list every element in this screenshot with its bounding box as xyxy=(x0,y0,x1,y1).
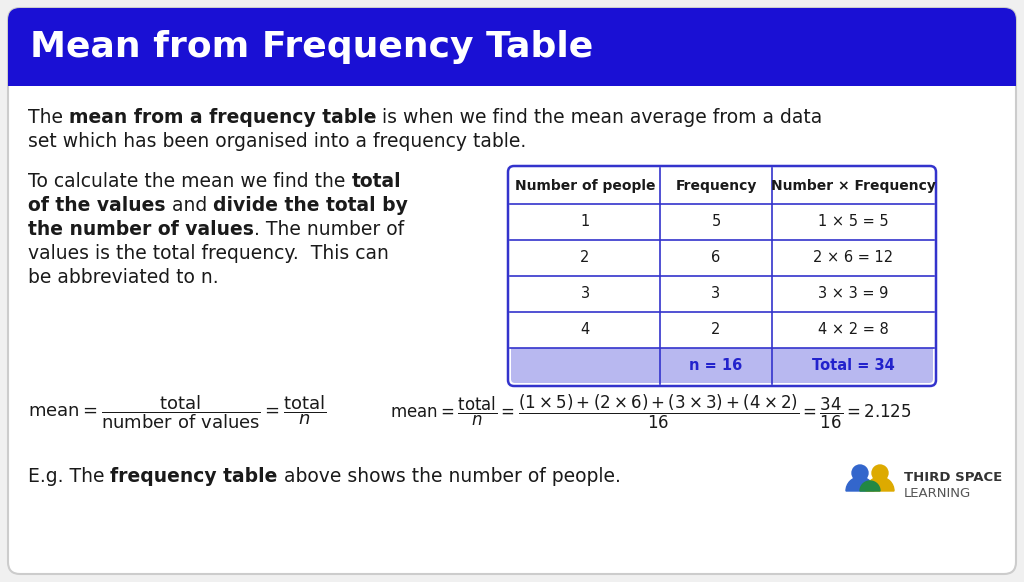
Text: 3: 3 xyxy=(581,286,590,301)
Text: set which has been organised into a frequency table.: set which has been organised into a freq… xyxy=(28,132,526,151)
Text: Mean from Frequency Table: Mean from Frequency Table xyxy=(30,30,593,64)
Text: and: and xyxy=(166,196,213,215)
Text: To calculate the mean we find the: To calculate the mean we find the xyxy=(28,172,351,191)
Text: E.g. The: E.g. The xyxy=(28,467,111,486)
FancyBboxPatch shape xyxy=(508,166,936,386)
Text: Number × Frequency: Number × Frequency xyxy=(771,179,936,193)
Text: THIRD SPACE: THIRD SPACE xyxy=(904,471,1002,484)
Text: Total = 34: Total = 34 xyxy=(812,359,894,374)
Text: 2: 2 xyxy=(581,250,590,265)
FancyBboxPatch shape xyxy=(8,8,1016,86)
Text: mean from a frequency table: mean from a frequency table xyxy=(69,108,377,127)
Text: above shows the number of people.: above shows the number of people. xyxy=(278,467,621,486)
Text: 2 × 6 = 12: 2 × 6 = 12 xyxy=(813,250,893,265)
Text: 2: 2 xyxy=(712,322,721,338)
Text: 4: 4 xyxy=(581,322,590,338)
Text: total: total xyxy=(351,172,401,191)
Text: 6: 6 xyxy=(712,250,721,265)
Text: Frequency: Frequency xyxy=(675,179,757,193)
Text: 3 × 3 = 9: 3 × 3 = 9 xyxy=(818,286,888,301)
Circle shape xyxy=(852,465,868,481)
Text: of the values: of the values xyxy=(28,196,166,215)
FancyBboxPatch shape xyxy=(8,8,1016,574)
Text: 3: 3 xyxy=(712,286,721,301)
Text: The: The xyxy=(28,108,69,127)
Text: values is the total frequency.  This can: values is the total frequency. This can xyxy=(28,244,389,263)
Wedge shape xyxy=(846,477,874,491)
Wedge shape xyxy=(866,477,894,491)
Bar xyxy=(511,348,933,356)
Text: the number of values: the number of values xyxy=(28,220,254,239)
Text: divide the total by: divide the total by xyxy=(213,196,408,215)
Bar xyxy=(8,71,1016,86)
Text: 4 × 2 = 8: 4 × 2 = 8 xyxy=(817,322,889,338)
Text: $\mathrm{mean} = \dfrac{\mathrm{total}}{n} = \dfrac{(1 \times 5)+(2 \times 6)+(3: $\mathrm{mean} = \dfrac{\mathrm{total}}{… xyxy=(390,393,911,431)
Text: LEARNING: LEARNING xyxy=(904,487,971,500)
Text: 1: 1 xyxy=(581,215,590,229)
Text: 1 × 5 = 5: 1 × 5 = 5 xyxy=(818,215,888,229)
Text: frequency table: frequency table xyxy=(111,467,278,486)
Text: 5: 5 xyxy=(712,215,721,229)
Text: is when we find the mean average from a data: is when we find the mean average from a … xyxy=(377,108,822,127)
Text: Number of people: Number of people xyxy=(515,179,655,193)
Circle shape xyxy=(872,465,888,481)
Text: $\mathrm{mean} = \dfrac{\mathrm{total}}{\mathrm{number\ of\ values}} = \dfrac{\m: $\mathrm{mean} = \dfrac{\mathrm{total}}{… xyxy=(28,393,327,431)
FancyBboxPatch shape xyxy=(511,348,933,383)
Wedge shape xyxy=(860,481,880,491)
Text: . The number of: . The number of xyxy=(254,220,404,239)
Text: n = 16: n = 16 xyxy=(689,359,742,374)
Text: be abbreviated to n.: be abbreviated to n. xyxy=(28,268,219,287)
